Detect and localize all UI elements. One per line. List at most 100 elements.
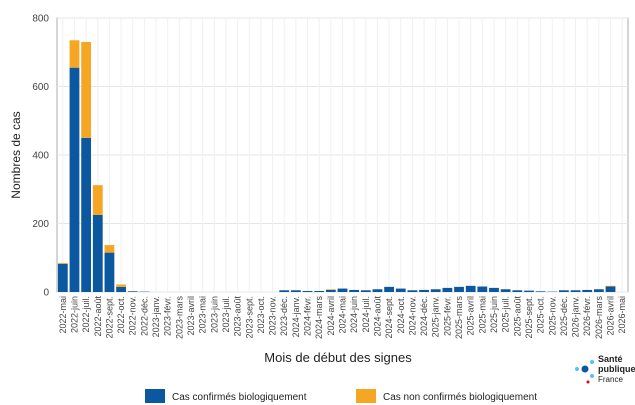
bar <box>302 290 313 292</box>
x-tick-label: 2023-févr. <box>163 296 173 336</box>
logo-dot <box>590 374 594 378</box>
bar <box>407 290 418 292</box>
x-tick-label: 2025-févr. <box>442 296 452 336</box>
bar <box>290 290 301 292</box>
legend-label: Cas non confirmés biologiquement <box>383 392 537 403</box>
logo-dot <box>586 380 590 384</box>
x-tick-label: 2026-avril <box>606 296 616 336</box>
x-tick-label: 2024-mai <box>338 296 348 334</box>
bar <box>489 287 499 292</box>
bar <box>559 290 569 292</box>
bar <box>69 67 80 292</box>
x-tick-label: 2024-janv. <box>291 296 301 337</box>
bar <box>570 290 581 292</box>
bar <box>535 291 546 292</box>
bar <box>337 288 348 292</box>
x-tick-label: 2026-mai <box>617 296 627 334</box>
logo-text: France <box>598 375 623 384</box>
bar <box>104 252 115 292</box>
x-tick-label: 2024-juil. <box>361 296 371 333</box>
bar <box>372 289 383 292</box>
x-tick-label: 2025-juin <box>489 296 499 333</box>
bar <box>605 285 616 287</box>
bar <box>92 185 103 215</box>
bar <box>465 285 476 292</box>
x-tick-label: 2023-oct. <box>256 296 266 334</box>
x-tick-label: 2024-nov. <box>407 296 417 335</box>
x-tick-label: 2022-juin <box>69 296 79 333</box>
legend-swatch <box>145 389 165 403</box>
x-tick-label: 2023-août <box>233 296 243 337</box>
x-tick-label: 2023-nov. <box>268 296 278 335</box>
bar <box>57 263 68 292</box>
x-tick-label: 2022-déc. <box>139 296 149 336</box>
x-tick-label: 2022-mai <box>58 296 68 334</box>
bar <box>442 287 453 292</box>
bar <box>512 290 523 292</box>
bar <box>605 286 616 292</box>
bar <box>349 289 360 292</box>
x-tick-label: 2025-sept. <box>524 296 534 339</box>
y-tick-label: 800 <box>32 14 49 25</box>
x-tick-label: 2025-déc. <box>559 296 569 336</box>
x-tick-label: 2024-juin <box>349 296 359 333</box>
x-tick-label: 2026-mars <box>594 296 604 340</box>
legend-label: Cas confirmés biologiquement <box>172 392 307 403</box>
x-tick-label: 2022-oct. <box>116 296 126 334</box>
x-tick-label: 2023-juin <box>209 296 219 333</box>
x-tick-label: 2022-juil. <box>81 296 91 333</box>
y-axis-title: Nombres de cas <box>9 111 23 198</box>
y-tick-label: 0 <box>43 288 49 299</box>
x-tick-label: 2025-juil. <box>501 296 511 333</box>
x-tick-label: 2024-avril <box>326 296 336 336</box>
bar <box>104 245 115 253</box>
x-tick-label: 2025-janv. <box>431 296 441 337</box>
bar <box>116 286 126 292</box>
y-tick-label: 600 <box>32 82 49 93</box>
bar <box>127 291 138 292</box>
x-tick-label: 2024-oct. <box>396 296 406 334</box>
bar <box>500 289 511 292</box>
x-tick-label: 2024-sept. <box>384 296 394 339</box>
x-tick-label: 2022-août <box>93 296 103 337</box>
x-tick-label: 2024-mars <box>314 296 324 340</box>
x-tick-label: 2023-janv. <box>151 296 161 337</box>
x-tick-label: 2022-nov. <box>128 296 138 335</box>
x-tick-label: 2025-mars <box>454 296 464 340</box>
bar <box>419 289 429 292</box>
bar <box>81 41 92 138</box>
x-tick-label: 2026-janv. <box>571 296 581 337</box>
logo: Santé publique France <box>575 354 635 384</box>
bar <box>325 289 336 292</box>
x-tick-label: 2022-sept. <box>104 296 114 339</box>
x-tick-label: 2025-mai <box>477 296 487 334</box>
bar <box>92 214 103 292</box>
bar <box>81 137 92 292</box>
x-tick-label: 2024-août <box>372 296 382 337</box>
bar <box>593 289 604 292</box>
bar <box>477 286 488 292</box>
bar <box>395 288 406 292</box>
bar <box>454 286 464 292</box>
bar <box>325 289 336 290</box>
logo-dot <box>575 367 579 371</box>
logo-text: publique <box>598 364 635 374</box>
x-axis-title: Mois de début des signes <box>264 350 412 365</box>
logo-text: Santé <box>598 354 623 364</box>
x-tick-label: 2023-sept. <box>244 296 254 339</box>
x-tick-label: 2023-mai <box>198 296 208 334</box>
x-tick-label: 2023-mars <box>174 296 184 340</box>
bar <box>384 286 395 292</box>
x-tick-label: 2024-déc. <box>419 296 429 336</box>
x-tick-label: 2025-oct. <box>536 296 546 334</box>
x-tick-label: 2023-avril <box>186 296 196 336</box>
bar <box>279 290 290 292</box>
bar <box>582 289 593 292</box>
x-tick-label: 2025-nov. <box>547 296 557 335</box>
x-tick-label: 2023-déc. <box>279 296 289 336</box>
bar <box>524 290 534 292</box>
x-tick-label: 2024-févr. <box>303 296 313 336</box>
y-tick-label: 400 <box>32 151 49 162</box>
y-tick-label: 200 <box>32 219 49 230</box>
